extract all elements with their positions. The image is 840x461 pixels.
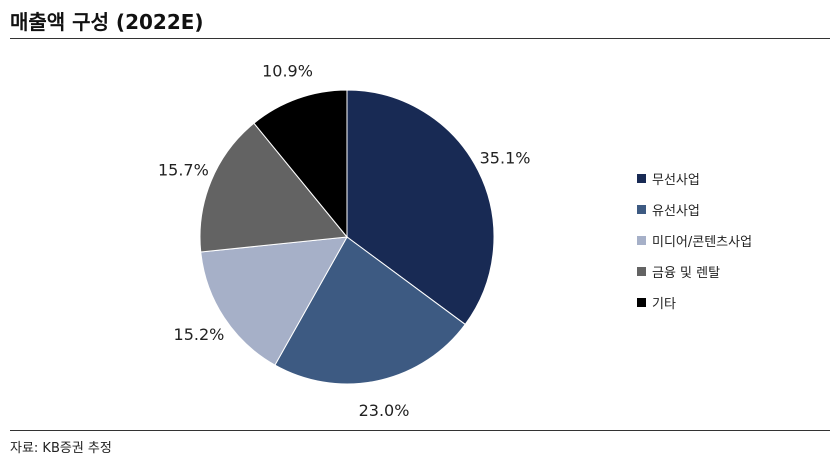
pie-value-label-2: 23.0% — [359, 401, 410, 420]
legend-item-3: 미디어/콘텐츠사업 — [637, 225, 752, 256]
pie-slice-5 — [253, 89, 348, 239]
pie-value-label-4: 15.7% — [158, 160, 209, 179]
legend-item-1: 무선사업 — [637, 163, 752, 194]
pie-value-label-1: 35.1% — [480, 148, 531, 167]
legend-item-4: 금융 및 렌탈 — [637, 256, 752, 287]
pie-chart: 35.1% 23.0% 15.2% 15.7% 10.9% — [158, 61, 531, 420]
legend-label: 무선사업 — [652, 173, 700, 188]
legend-swatch — [637, 205, 646, 214]
legend-label: 미디어/콘텐츠사업 — [652, 235, 753, 250]
legend-item-2: 유선사업 — [637, 194, 752, 225]
legend-label: 유선사업 — [652, 204, 700, 219]
legend-label: 기타 — [652, 297, 676, 312]
legend-swatch — [637, 298, 646, 307]
legend-swatch — [637, 236, 646, 245]
chart-title: 매출액 구성 (2022E) — [10, 10, 204, 34]
legend-label: 금융 및 렌탈 — [652, 266, 721, 281]
title-divider — [10, 38, 830, 39]
pie-value-label-3: 15.2% — [174, 325, 225, 344]
source-divider — [10, 430, 830, 431]
source-note: 자료: KB증권 추정 — [10, 441, 112, 456]
legend-swatch — [637, 267, 646, 276]
pie-slice-3 — [200, 236, 348, 366]
pie-slice-1 — [346, 89, 495, 326]
pie-slice-4 — [199, 122, 348, 253]
legend-item-5: 기타 — [637, 287, 752, 318]
pie-value-label-5: 10.9% — [262, 61, 313, 80]
legend-swatch — [637, 174, 646, 183]
pie-slice-2 — [274, 236, 466, 385]
